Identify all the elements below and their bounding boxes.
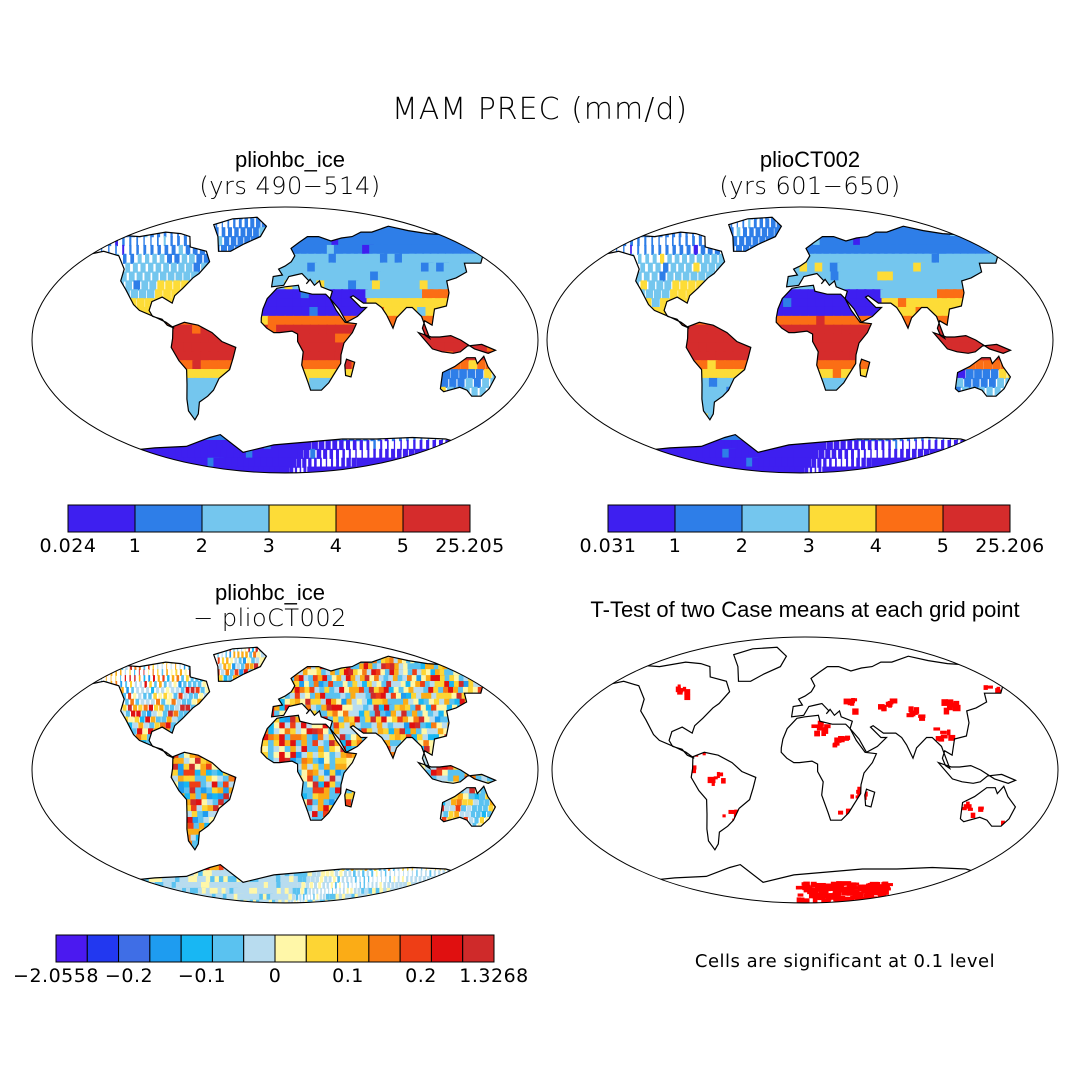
colorbar-swatch: [430, 934, 464, 963]
colorbar-swatch: [149, 934, 182, 963]
colorbar-tick-label: 2: [195, 535, 209, 557]
map-field: [87, 647, 496, 903]
colorbar-swatch: [55, 934, 88, 963]
colorbar-tick-label: 1: [128, 535, 142, 557]
coastlines: [87, 216, 498, 473]
colorbar-swatch: [305, 934, 339, 963]
panel-tl-map: [31, 206, 539, 474]
panel-bl-map: [31, 636, 539, 904]
colorbar-swatch: [211, 934, 245, 963]
colorbar-swatch: [243, 934, 276, 963]
colorbar-tick-label: 5: [396, 535, 410, 557]
colorbar-swatch: [134, 504, 203, 533]
panel-bl-title: pliohbc_ice: [214, 580, 326, 605]
colorbar-tick-label: 0: [268, 965, 282, 987]
colorbar-tick-label: 0.024: [39, 535, 97, 557]
colorbar-tick-label: 5: [936, 535, 950, 557]
panel-tl-colorbar: 0.024 1 2 3 4 5 25.205: [40, 504, 504, 559]
colorbar-tick-label: 25.205: [435, 535, 505, 557]
colorbar-tick-label: 0.031: [579, 535, 637, 557]
colorbar-tick-label: 3: [802, 535, 816, 557]
panel-tl-title: pliohbc_ice: [234, 147, 346, 172]
panel-bl-subtitle: − plioCT002: [193, 604, 347, 632]
colorbar-swatch: [462, 934, 495, 963]
panel-tr-colorbar: 0.031 1 2 3 4 5 25.206: [580, 504, 1044, 559]
colorbar-tick-label: 0.2: [405, 965, 437, 987]
colorbar-swatch: [402, 504, 471, 533]
colorbar-swatch: [741, 504, 810, 533]
colorbar-tick-label: 2: [735, 535, 749, 557]
map-border: [31, 206, 539, 474]
map-border: [31, 636, 539, 904]
colorbar-tick-label: 0.1: [332, 965, 364, 987]
colorbar-swatch: [268, 504, 337, 533]
colorbar-tick-label: 4: [869, 535, 883, 557]
map-field: [602, 217, 1011, 473]
colorbar-tick-label: 1: [668, 535, 682, 557]
colorbar-tick-label: 25.206: [975, 535, 1045, 557]
colorbar-swatch: [368, 934, 401, 963]
colorbar-swatch: [118, 934, 151, 963]
colorbar-swatches: [55, 934, 495, 963]
colorbar-tick-label: 3: [262, 535, 276, 557]
colorbar-swatch: [674, 504, 743, 533]
colorbar-tick-label: −0.2: [104, 965, 154, 987]
map-field: [87, 217, 496, 473]
panel-br-title: T-Test of two Case means at each grid po…: [590, 597, 1020, 622]
panel-tl-subtitle: (yrs 490−514): [199, 172, 381, 200]
colorbar-swatches: [67, 504, 471, 533]
colorbar-swatch: [942, 504, 1011, 533]
map-border: [551, 636, 1059, 904]
colorbar-swatch: [607, 504, 676, 533]
colorbar-swatch: [399, 934, 432, 963]
colorbar-swatch: [337, 934, 370, 963]
panel-tr-map: [546, 206, 1054, 474]
colorbar-swatch: [875, 504, 944, 533]
map-border: [546, 206, 1054, 474]
significance-note: Cells are significant at 0.1 level: [694, 951, 996, 972]
colorbar-swatch: [67, 504, 136, 533]
colorbar-swatches: [607, 504, 1011, 533]
colorbar-tick-label: −2.0558: [13, 965, 99, 987]
panel-br-map: [551, 636, 1059, 904]
colorbar-swatch: [180, 934, 213, 963]
colorbar-swatch: [86, 934, 120, 963]
colorbar-swatch: [274, 934, 307, 963]
colorbar-tick-label: −0.1: [177, 965, 227, 987]
colorbar-swatch: [335, 504, 404, 533]
panel-tr-title: plioCT002: [759, 147, 861, 172]
panel-bl-colorbar: −2.0558 −0.2 −0.1 0 0.1 0.2 1.3268: [13, 934, 528, 989]
colorbar-swatch: [808, 504, 877, 533]
panel-tr-subtitle: (yrs 601−650): [719, 172, 901, 200]
colorbar-tick-label: 4: [329, 535, 343, 557]
figure-title: MAM PREC (mm/d): [391, 92, 689, 127]
colorbar-tick-label: 1.3268: [459, 965, 529, 987]
colorbar-swatch: [201, 504, 270, 533]
